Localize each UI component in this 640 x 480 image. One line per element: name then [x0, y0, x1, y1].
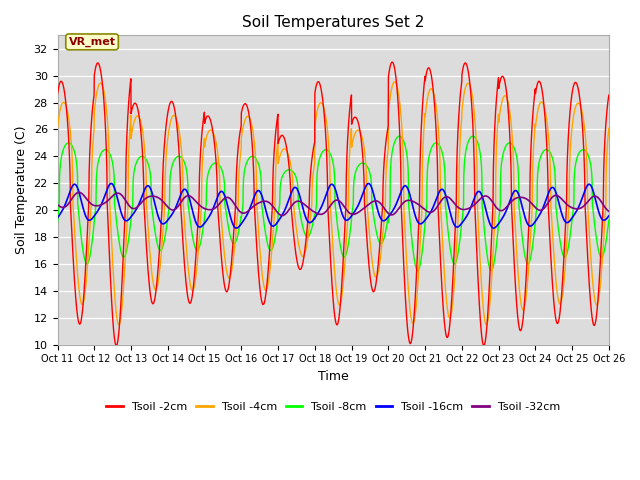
- Legend: Tsoil -2cm, Tsoil -4cm, Tsoil -8cm, Tsoil -16cm, Tsoil -32cm: Tsoil -2cm, Tsoil -4cm, Tsoil -8cm, Tsoi…: [102, 397, 564, 416]
- Title: Soil Temperatures Set 2: Soil Temperatures Set 2: [242, 15, 424, 30]
- Y-axis label: Soil Temperature (C): Soil Temperature (C): [15, 126, 28, 254]
- Text: VR_met: VR_met: [68, 37, 116, 47]
- X-axis label: Time: Time: [318, 370, 349, 383]
